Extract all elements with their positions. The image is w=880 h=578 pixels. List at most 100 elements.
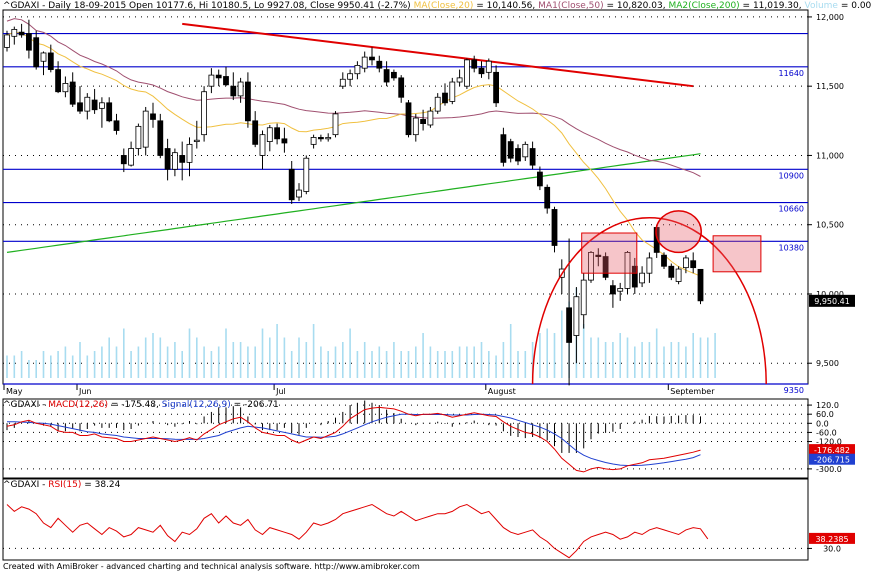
candle (646, 252, 653, 283)
candle (11, 26, 18, 45)
candle (537, 166, 543, 191)
candle-body (376, 60, 383, 69)
support-resistance-label: 9350 (784, 386, 804, 395)
macd-tick-label: -60.0 (816, 428, 837, 437)
price-pane (2, 9, 809, 385)
candle (420, 109, 427, 131)
rsi-value-box (809, 532, 855, 544)
footer-credit: Created with AmiBroker - advanced charti… (3, 562, 420, 571)
volume-bar (677, 342, 680, 378)
volume-value: = 0.00 (837, 1, 872, 11)
candle (544, 184, 551, 214)
volume-bar (502, 342, 505, 378)
candle-body (62, 83, 69, 93)
candle (215, 69, 222, 87)
candle-body (135, 125, 142, 149)
candle-body (668, 265, 675, 278)
candle (369, 47, 375, 66)
candle-body (361, 56, 368, 69)
candle-body (332, 113, 339, 136)
candle (120, 148, 127, 173)
candle (515, 144, 521, 166)
candle-body (325, 137, 332, 140)
candle-body (223, 76, 229, 86)
candle (580, 273, 587, 329)
volume-bar (254, 346, 256, 378)
volume-bar (28, 360, 30, 378)
candle (551, 206, 558, 253)
candle-body (449, 81, 456, 102)
price-tick-label: 10,500 (816, 221, 844, 230)
candle (69, 72, 76, 107)
candle (259, 130, 266, 170)
candle (427, 106, 434, 128)
candle (164, 138, 171, 181)
x-axis-label: Jul (275, 387, 286, 396)
candle (529, 141, 536, 170)
volume-bar (130, 351, 132, 378)
candle (230, 72, 237, 101)
candle-body (529, 148, 536, 166)
price-header-symbol: ^GDAXI (3, 1, 40, 11)
volume-bar (509, 324, 512, 378)
right-shoulder-box (712, 235, 762, 273)
signal-line (7, 413, 701, 466)
volume-bar (473, 346, 475, 378)
volume-bar (13, 355, 16, 378)
volume-bar (466, 346, 468, 378)
volume-bar (210, 351, 213, 378)
candle-body (456, 77, 463, 83)
volume-bar (188, 328, 191, 378)
volume-label: Volume (804, 1, 838, 11)
candle (252, 111, 259, 148)
candle (266, 124, 273, 152)
candle-body (142, 110, 149, 148)
volume-bar (619, 333, 621, 378)
price-tick-label: 11,500 (816, 82, 844, 91)
candle-body (617, 288, 624, 292)
volume-bar (239, 342, 242, 378)
volume-bar (692, 333, 694, 378)
price-tick-label: 11,000 (816, 151, 844, 160)
macd-tick-label: -120.0 (816, 438, 842, 447)
candle (33, 30, 40, 70)
price-header-text: - Daily 18-09-2015 Open 10177.6, Hi 1018… (39, 1, 414, 11)
candle (296, 183, 302, 202)
candle (675, 266, 682, 285)
volume-bar (356, 351, 359, 378)
candle (390, 69, 397, 81)
candle-body (485, 60, 492, 73)
support-resistance-label: 10900 (779, 171, 804, 180)
volume-bar (663, 346, 665, 378)
volume-bar (436, 351, 439, 378)
candle (201, 86, 208, 142)
candle (500, 127, 507, 167)
volume-bar (561, 310, 563, 378)
candle (4, 30, 10, 52)
volume-bar (312, 324, 315, 378)
candle-body (303, 157, 310, 192)
candle-body (566, 307, 572, 343)
candle (150, 102, 156, 128)
candle-body (478, 67, 485, 75)
ma200-label: MA2(Close,200) (668, 1, 740, 11)
ma20-label: MA(Close,20) (413, 1, 474, 11)
volume-bar (71, 355, 74, 378)
volume-bar (35, 360, 37, 378)
candle-body (55, 69, 61, 93)
candle (610, 280, 616, 308)
macd-tick-label: 60.0 (816, 410, 834, 419)
candle-body (179, 155, 186, 163)
candle (471, 55, 478, 73)
last-price-label: 9,950.41 (814, 297, 850, 306)
support-resistance-label: 10660 (779, 205, 804, 214)
candle-body (33, 37, 40, 68)
signal-label: Signal(12,26,9) (161, 400, 231, 410)
volume-bar (225, 328, 227, 378)
macd-value: = -175.48, (108, 400, 162, 410)
candle-body (128, 148, 135, 166)
volume-bar (298, 337, 300, 378)
candle-body (259, 134, 266, 156)
candle (223, 66, 229, 87)
